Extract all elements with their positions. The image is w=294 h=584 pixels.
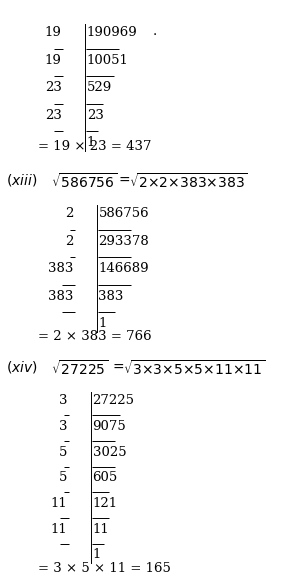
Text: .: . [153, 25, 157, 37]
Text: = 2 × 383 = 766: = 2 × 383 = 766 [38, 330, 152, 343]
Text: 11: 11 [51, 497, 68, 510]
Text: 23: 23 [45, 81, 62, 94]
Text: 3025: 3025 [93, 446, 126, 458]
Text: 383: 383 [48, 262, 74, 275]
Text: $\sqrt{2{\times}2{\times}383{\times}383}$: $\sqrt{2{\times}2{\times}383{\times}383}… [129, 172, 248, 191]
Text: 383: 383 [48, 290, 74, 303]
Text: $=$: $=$ [110, 359, 125, 373]
Text: 19: 19 [45, 26, 62, 39]
Text: 23: 23 [87, 109, 103, 121]
Text: $\mathit{(xiv)}$: $\mathit{(xiv)}$ [6, 359, 38, 375]
Text: 23: 23 [45, 109, 62, 121]
Text: 190969: 190969 [87, 26, 138, 39]
Text: $\mathit{(xiii)}$: $\mathit{(xiii)}$ [6, 172, 37, 188]
Text: 146689: 146689 [98, 262, 149, 275]
Text: 27225: 27225 [93, 394, 135, 407]
Text: 5: 5 [59, 446, 68, 458]
Text: 383: 383 [98, 290, 124, 303]
Text: = 19 × 23 = 437: = 19 × 23 = 437 [38, 140, 152, 153]
Text: 1: 1 [87, 136, 95, 149]
Text: $=$: $=$ [116, 172, 131, 186]
Text: 1: 1 [93, 548, 101, 561]
Text: 9075: 9075 [93, 420, 126, 433]
Text: 19: 19 [45, 54, 62, 67]
Text: $\sqrt{3{\times}3{\times}5{\times}5{\times}11{\times}11}$: $\sqrt{3{\times}3{\times}5{\times}5{\tim… [123, 359, 265, 378]
Text: 605: 605 [93, 471, 118, 484]
Text: 11: 11 [93, 523, 109, 536]
Text: 2: 2 [65, 207, 74, 220]
Text: 5: 5 [59, 471, 68, 484]
Text: 121: 121 [93, 497, 118, 510]
Text: $\sqrt{586756}$: $\sqrt{586756}$ [51, 172, 118, 191]
Text: = 3 × 5 × 11 = 165: = 3 × 5 × 11 = 165 [38, 562, 171, 575]
Text: 1: 1 [98, 317, 107, 330]
Text: 2: 2 [65, 235, 74, 248]
Text: $\sqrt{27225}$: $\sqrt{27225}$ [51, 359, 109, 378]
Text: 11: 11 [51, 523, 68, 536]
Text: 10051: 10051 [87, 54, 128, 67]
Text: 3: 3 [59, 394, 68, 407]
Text: 529: 529 [87, 81, 112, 94]
Text: 3: 3 [59, 420, 68, 433]
Text: 586756: 586756 [98, 207, 149, 220]
Text: 293378: 293378 [98, 235, 149, 248]
